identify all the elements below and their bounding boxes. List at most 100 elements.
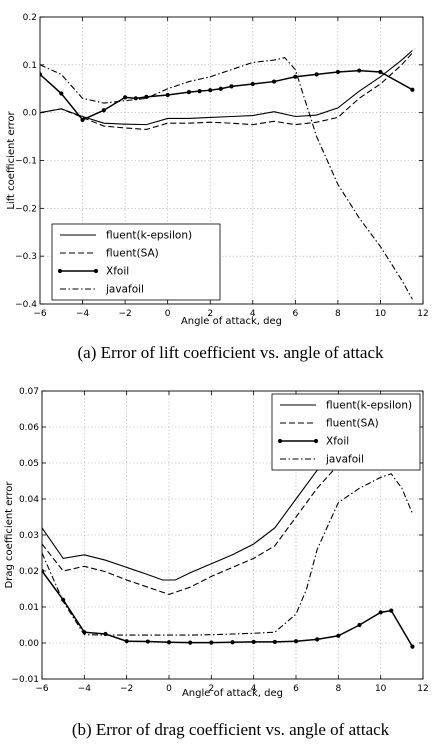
legend: fluent(k-epsilon) fluent(SA) Xfoil javafoil	[271, 393, 421, 471]
y-tick-label: 0.06	[19, 423, 39, 433]
data-point-xfoil	[230, 640, 235, 645]
data-point-xfoil	[314, 72, 319, 77]
x-tick-label: 10	[375, 309, 387, 319]
legend-marker	[277, 438, 283, 444]
y-tick-label: 0.01	[19, 603, 39, 613]
data-point-xfoil	[357, 622, 362, 628]
data-point-xfoil	[378, 610, 383, 615]
series-line-fluent-k-epsilon	[40, 50, 413, 126]
x-tick-label: 4	[251, 684, 257, 694]
data-point-xfoil	[144, 94, 149, 99]
legend-marker	[57, 268, 63, 274]
data-point-xfoil	[336, 633, 341, 638]
series-line-fluent-sa	[40, 52, 413, 130]
legend-box	[271, 393, 421, 471]
data-point-xfoil	[165, 92, 170, 98]
data-point-xfoil	[250, 81, 255, 87]
x-tick-label: −4	[76, 309, 90, 319]
x-tick-label: 8	[335, 684, 341, 694]
data-point-xfoil	[218, 86, 223, 91]
legend-label-xfoil: Xfoil	[326, 436, 349, 448]
legend-label-fluent-sa: fluent(SA)	[326, 418, 379, 430]
legend-label-javafoil: javafoil	[105, 284, 144, 296]
data-point-xfoil	[40, 72, 43, 77]
data-point-xfoil	[59, 91, 64, 96]
data-point-xfoil	[188, 640, 193, 645]
legend-label-javafoil: javafoil	[325, 454, 364, 466]
y-axis-label: Lift coefficient error	[6, 110, 17, 209]
data-point-xfoil	[251, 639, 256, 645]
data-point-xfoil	[123, 95, 128, 100]
x-tick-label: 6	[293, 684, 299, 694]
data-point-xfoil	[197, 89, 202, 94]
data-point-xfoil	[229, 84, 234, 89]
legend: fluent(k-epsilon) fluent(SA) Xfoil javafoil	[51, 223, 221, 301]
y-tick-label: 0.05	[19, 459, 39, 469]
y-tick-label: 0.04	[19, 495, 39, 505]
data-point-xfoil	[166, 640, 172, 645]
data-point-xfoil	[186, 89, 192, 95]
y-axis-label: Drag coefficient error	[4, 481, 15, 589]
x-tick-label: 12	[417, 684, 428, 694]
legend-label-xfoil: Xfoil	[106, 266, 129, 278]
data-point-xfoil	[272, 639, 277, 645]
data-point-xfoil	[208, 88, 213, 93]
y-tick-label: −0.3	[15, 252, 37, 262]
data-point-xfoil	[271, 79, 277, 84]
x-tick-label: −2	[120, 684, 133, 694]
data-point-xfoil	[133, 96, 138, 101]
data-point-xfoil	[410, 644, 415, 649]
x-axis-label: Angle of attack, deg	[181, 316, 282, 327]
chart-caption: (a) Error of lift coefficient vs. angle …	[77, 343, 384, 362]
legend-label-fluent-k-epsilon: fluent(k-epsilon)	[106, 230, 192, 242]
y-tick-label: 0.1	[23, 61, 37, 71]
plot-area	[40, 50, 415, 300]
chart-1: −6 −4 −2 0 2 4 6 8 10 12 −0.4 −0.3 −0.2 −0.1 0.0 0.1 0.2…	[6, 13, 429, 362]
x-tick-label: −4	[78, 684, 92, 694]
data-point-xfoil	[389, 608, 394, 613]
x-tick-label: −6	[33, 309, 47, 319]
series-line-javafoil	[40, 57, 413, 300]
x-tick-label: −2	[118, 309, 131, 319]
series-line-javafoil	[42, 473, 413, 636]
legend-box	[51, 223, 221, 301]
data-point-xfoil	[61, 597, 66, 602]
data-point-xfoil	[124, 639, 129, 644]
chart-caption: (b) Error of drag coefficient vs. angle …	[72, 720, 390, 739]
y-tick-label: −0.01	[11, 675, 39, 685]
y-tick-label: −0.4	[15, 300, 37, 310]
y-tick-label: 0.02	[19, 567, 39, 577]
legend-label-fluent-sa: fluent(SA)	[106, 248, 159, 260]
x-tick-label: 8	[335, 309, 341, 319]
x-tick-label: 2	[207, 309, 213, 319]
data-point-xfoil	[293, 639, 299, 644]
data-point-xfoil	[209, 640, 214, 645]
x-axis-label: Angle of attack, deg	[182, 688, 283, 699]
data-point-xfoil	[335, 69, 340, 75]
x-tick-label: 0	[165, 309, 171, 319]
data-point-xfoil	[357, 68, 362, 73]
chart-2: −6 −4 −2 0 2 4 6 8 10 12 −0.01 0.00 0.01 0.02 0.03 0.04…	[4, 387, 429, 739]
data-point-xfoil	[293, 74, 298, 79]
x-tick-label: 4	[250, 309, 256, 319]
x-tick-label: 12	[417, 309, 428, 319]
x-tick-label: 6	[292, 309, 298, 319]
data-point-xfoil	[410, 87, 415, 92]
data-point-xfoil	[101, 108, 106, 113]
x-tick-label: 0	[166, 684, 172, 694]
x-tick-label: 10	[375, 684, 387, 694]
data-point-xfoil	[145, 639, 150, 644]
y-tick-label: 0.03	[19, 531, 39, 541]
y-tick-label: 0.0	[23, 109, 38, 119]
y-tick-label: 0.00	[19, 639, 39, 649]
data-point-xfoil	[378, 69, 383, 75]
y-tick-label: 0.07	[19, 387, 39, 397]
x-tick-label: −6	[35, 684, 49, 694]
legend-marker	[93, 268, 99, 274]
y-tick-label: −0.2	[15, 204, 37, 214]
legend-label-fluent-k-epsilon: fluent(k-epsilon)	[326, 400, 412, 412]
y-tick-label: 0.2	[23, 13, 37, 23]
data-point-xfoil	[315, 637, 320, 642]
y-tick-label: −0.1	[15, 157, 37, 167]
